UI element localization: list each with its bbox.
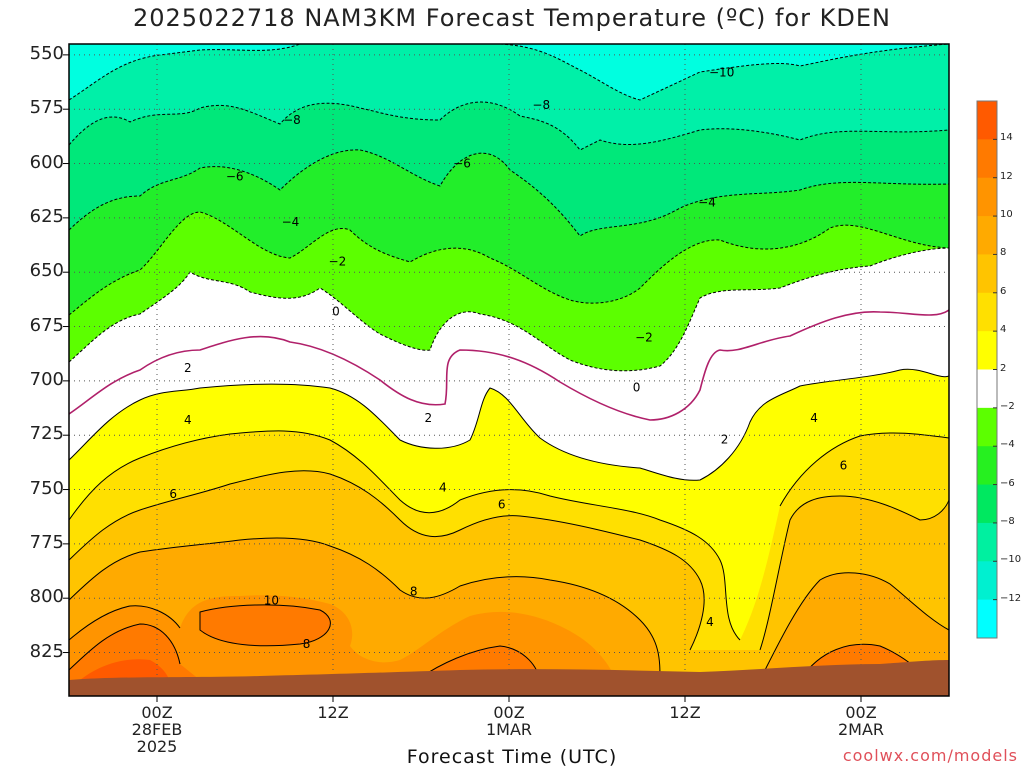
colorbar-swatch: [977, 139, 997, 179]
contour-minus10: [69, 44, 949, 101]
contour-label: 0: [633, 380, 641, 394]
x-tick-label: 00Z 2MAR: [821, 704, 901, 738]
y-tick-label: 800: [29, 586, 64, 608]
contour-label: 4: [439, 480, 447, 494]
x-tick-label-line: 00Z: [493, 703, 525, 722]
chart-title: 2025022718 NAM3KM Forecast Temperature (…: [133, 4, 891, 32]
y-tick-label: 675: [29, 314, 64, 336]
colorbar-swatch: [977, 101, 997, 140]
contour-minus6: [69, 149, 949, 237]
contour-label: −2: [635, 330, 653, 344]
colorbar-swatch: [977, 446, 997, 486]
x-tick-label-line: 12Z: [669, 703, 701, 722]
colorbar-swatch: [977, 484, 997, 524]
colorbar-label: 10: [1000, 209, 1013, 221]
y-tick-label: 775: [29, 531, 64, 553]
contour-zero: [69, 309, 949, 421]
colorbar-label: 6: [1000, 285, 1007, 297]
colorbar-swatch: [977, 599, 997, 639]
colorbar-swatch: [977, 522, 997, 562]
contour-minus8: [69, 101, 949, 151]
contour-label: −2: [329, 254, 347, 268]
colorbar-label: 2: [1000, 362, 1007, 374]
x-tick-label: 00Z 1MAR: [469, 704, 549, 738]
credit-text: coolwx.com/models: [842, 746, 1018, 765]
contour-label: −4: [282, 215, 300, 229]
colorbar-swatch: [977, 369, 997, 409]
contour-plus4: [69, 430, 949, 641]
contour-label: 6: [169, 487, 177, 501]
contour-minus4: [69, 211, 949, 316]
contour-label: 4: [184, 413, 192, 427]
x-tick-label-line: 00Z: [845, 703, 877, 722]
colorbar-label: −4: [1000, 439, 1015, 451]
contour-label: −6: [226, 170, 244, 184]
y-tick-label: 750: [29, 477, 64, 499]
contour-label: 2: [425, 411, 433, 425]
contour-plus2: [69, 368, 949, 481]
colorbar-swatch: [977, 561, 997, 601]
colorbar-label: −6: [1000, 477, 1015, 489]
contour-label: −10: [709, 65, 734, 79]
contour-label: 2: [184, 361, 192, 375]
contour-plus10: [69, 604, 931, 681]
terrain: [69, 660, 949, 696]
x-tick-label-line: 1MAR: [485, 720, 533, 739]
contour-label: −4: [698, 196, 716, 210]
contour-label: 8: [410, 585, 418, 599]
contour-minus2: [69, 247, 949, 372]
colorbar-swatch: [977, 331, 997, 370]
y-tick-label: 575: [29, 97, 64, 119]
contour-label: 0: [332, 304, 340, 318]
x-tick-label-line: 2MAR: [837, 720, 885, 739]
x-tick-label-line: 12Z: [317, 703, 349, 722]
colorbar-swatch: [977, 216, 997, 255]
colorbar-swatch: [977, 407, 997, 447]
y-tick-label: 625: [29, 205, 64, 227]
colorbar-label: 14: [1000, 132, 1013, 144]
contour-label: −6: [453, 157, 471, 171]
grid: [69, 44, 949, 696]
colorbar-label: 4: [1000, 324, 1007, 336]
band-plus12: [69, 604, 930, 690]
x-tick-label-line: 00Z: [141, 703, 173, 722]
contour-label: 6: [498, 498, 506, 512]
x-tick-label-line: 2025: [136, 737, 178, 756]
contour-label: −8: [283, 113, 301, 127]
x-tick-label-line: 28FEB: [131, 720, 183, 739]
contour-plus12: [69, 623, 181, 671]
contour-label: 8: [303, 637, 311, 651]
colorbar-label: −8: [1000, 515, 1015, 527]
y-tick-label: 825: [29, 640, 64, 662]
y-tick-label: 550: [29, 42, 64, 64]
colorbar: [976, 100, 998, 639]
colorbar-label: −12: [1000, 592, 1022, 604]
colorbar-label: 12: [1000, 170, 1013, 182]
colorbar-label: −10: [1000, 554, 1022, 566]
x-tick-label: 12Z: [645, 704, 725, 721]
contour-label: 2: [721, 433, 729, 447]
contour-label: 6: [840, 459, 848, 473]
contour-plus6: [69, 470, 949, 651]
colorbar-label: 8: [1000, 247, 1007, 259]
y-tick-label: 650: [29, 260, 64, 282]
contour-label: 4: [706, 615, 714, 629]
colorbar-label: −2: [1000, 400, 1015, 412]
contour-plus8: [69, 537, 949, 681]
colorbar-swatch: [977, 254, 997, 294]
colorbar-swatch: [977, 177, 997, 217]
colorbar-swatch: [977, 292, 997, 332]
x-axis-title: Forecast Time (UTC): [406, 746, 618, 768]
y-tick-label: 725: [29, 423, 64, 445]
x-tick-label: 12Z: [293, 704, 373, 721]
x-tick-label: 00Z 28FEB 2025: [117, 704, 197, 755]
contour-label: −8: [532, 98, 550, 112]
y-tick-label: 600: [29, 151, 64, 173]
contour-label: 10: [264, 593, 279, 607]
contour-label: 4: [810, 411, 818, 425]
y-tick-label: 700: [29, 368, 64, 390]
